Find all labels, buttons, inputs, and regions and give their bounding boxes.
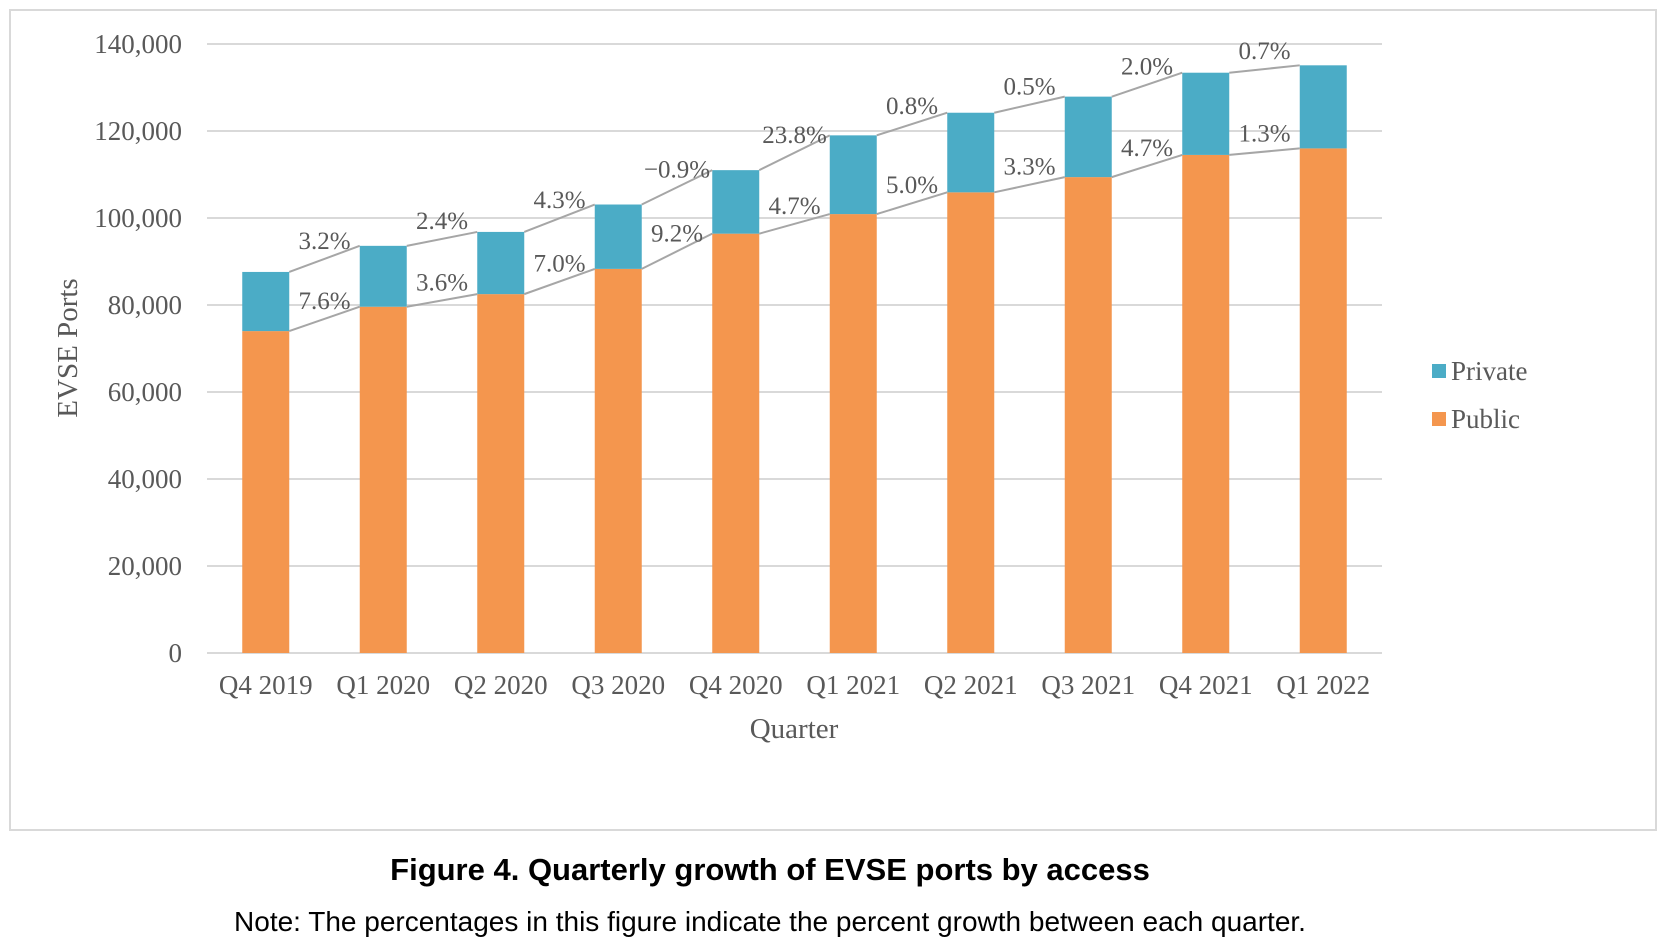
bar-public bbox=[477, 294, 525, 653]
bar-public bbox=[594, 268, 642, 653]
public-growth-label: 1.3% bbox=[1238, 121, 1290, 148]
private-growth-label: 0.5% bbox=[1003, 74, 1055, 101]
public-growth-label: 5.0% bbox=[886, 172, 938, 199]
private-growth-label: 3.2% bbox=[298, 228, 350, 255]
connector-public bbox=[876, 191, 948, 216]
connector-public bbox=[1229, 147, 1300, 156]
x-tick-label: Q2 2020 bbox=[454, 670, 548, 700]
stacked-bar-chart: 0 20,000 40,000 60,000 80,000 100,000 120,000 1… bbox=[52, 29, 1527, 745]
y-tick-label: 140,000 bbox=[94, 29, 182, 59]
x-tick-label: Q2 2021 bbox=[924, 670, 1018, 700]
x-tick-label: Q1 2022 bbox=[1276, 670, 1370, 700]
bar-public bbox=[242, 331, 290, 653]
connector-total bbox=[994, 95, 1065, 114]
private-growth-label: 4.3% bbox=[533, 187, 585, 214]
legend-swatch-private bbox=[1432, 364, 1446, 378]
y-tick-label: 20,000 bbox=[108, 551, 182, 581]
bar-public bbox=[829, 214, 877, 653]
private-growth-label: 23.8% bbox=[762, 122, 827, 149]
x-tick-label: Q1 2021 bbox=[806, 670, 900, 700]
bar-private bbox=[947, 112, 995, 193]
figure-caption: Figure 4. Quarterly growth of EVSE ports… bbox=[390, 852, 1150, 887]
bar-private bbox=[242, 271, 290, 332]
public-growth-label: 3.6% bbox=[416, 269, 468, 296]
connector-total bbox=[758, 134, 831, 172]
connector-total bbox=[406, 230, 478, 247]
bar-public bbox=[1182, 154, 1230, 654]
x-axis-title: Quarter bbox=[750, 713, 839, 745]
private-growth-label: 0.7% bbox=[1238, 38, 1290, 65]
y-tick-label: 60,000 bbox=[108, 377, 182, 407]
public-growth-label: 4.7% bbox=[768, 193, 820, 220]
x-tick-label: Q3 2020 bbox=[571, 670, 665, 700]
bar-public bbox=[947, 192, 995, 653]
bars bbox=[242, 65, 1347, 654]
connector-total bbox=[1111, 71, 1183, 98]
private-growth-label: 2.0% bbox=[1121, 54, 1173, 81]
legend-label-public: Public bbox=[1451, 404, 1520, 434]
bar-private bbox=[477, 231, 525, 295]
bar-private bbox=[359, 245, 407, 307]
y-tick-label: 40,000 bbox=[108, 464, 182, 494]
x-tick-label: Q3 2021 bbox=[1041, 670, 1135, 700]
figure-note: Note: The percentages in this figure ind… bbox=[234, 906, 1306, 937]
legend-swatch-public bbox=[1432, 412, 1446, 426]
x-tick-label: Q4 2019 bbox=[219, 670, 313, 700]
private-growth-label: 2.4% bbox=[416, 208, 468, 235]
legend-label-private: Private bbox=[1451, 356, 1527, 386]
bar-private bbox=[829, 135, 877, 215]
public-growth-label: 4.7% bbox=[1121, 135, 1173, 162]
connector-total bbox=[1229, 64, 1300, 74]
legend: Private Public bbox=[1432, 356, 1527, 434]
x-tick-label: Q4 2021 bbox=[1159, 670, 1253, 700]
y-tick-label: 120,000 bbox=[94, 116, 182, 146]
bar-private bbox=[1182, 72, 1230, 155]
bar-private bbox=[712, 170, 760, 234]
connector-total bbox=[288, 244, 361, 273]
y-tick-label: 0 bbox=[169, 638, 183, 668]
connector-total bbox=[641, 169, 713, 206]
public-growth-label: 7.6% bbox=[298, 288, 350, 315]
labels: 0 20,000 40,000 60,000 80,000 100,000 120,000 1… bbox=[52, 29, 1370, 745]
y-tick-label: 80,000 bbox=[108, 290, 182, 320]
bar-public bbox=[359, 306, 407, 653]
connector-public bbox=[641, 232, 713, 270]
bar-private bbox=[1064, 96, 1112, 178]
bar-public bbox=[1064, 177, 1112, 654]
connector-public bbox=[758, 213, 831, 235]
bar-public bbox=[1299, 148, 1347, 653]
y-tick-label: 100,000 bbox=[94, 203, 182, 233]
connector-total bbox=[876, 111, 948, 137]
connector-public bbox=[1111, 153, 1183, 179]
connector-lines bbox=[288, 64, 1300, 333]
bar-public bbox=[712, 233, 760, 653]
y-axis-title: EVSE Ports bbox=[52, 278, 84, 417]
public-growth-label: 3.3% bbox=[1003, 154, 1055, 181]
public-growth-label: 9.2% bbox=[651, 220, 703, 247]
connector-public bbox=[406, 293, 478, 308]
bar-private bbox=[1299, 65, 1347, 149]
connector-public bbox=[994, 176, 1065, 194]
public-growth-label: 7.0% bbox=[533, 251, 585, 278]
x-tick-label: Q1 2020 bbox=[336, 670, 430, 700]
bar-private bbox=[594, 204, 642, 269]
connector-total bbox=[523, 203, 596, 233]
private-growth-label: −0.9% bbox=[644, 156, 710, 183]
connector-public bbox=[523, 267, 596, 296]
x-tick-label: Q4 2020 bbox=[689, 670, 783, 700]
private-growth-label: 0.8% bbox=[886, 93, 938, 120]
connector-public bbox=[288, 305, 361, 333]
